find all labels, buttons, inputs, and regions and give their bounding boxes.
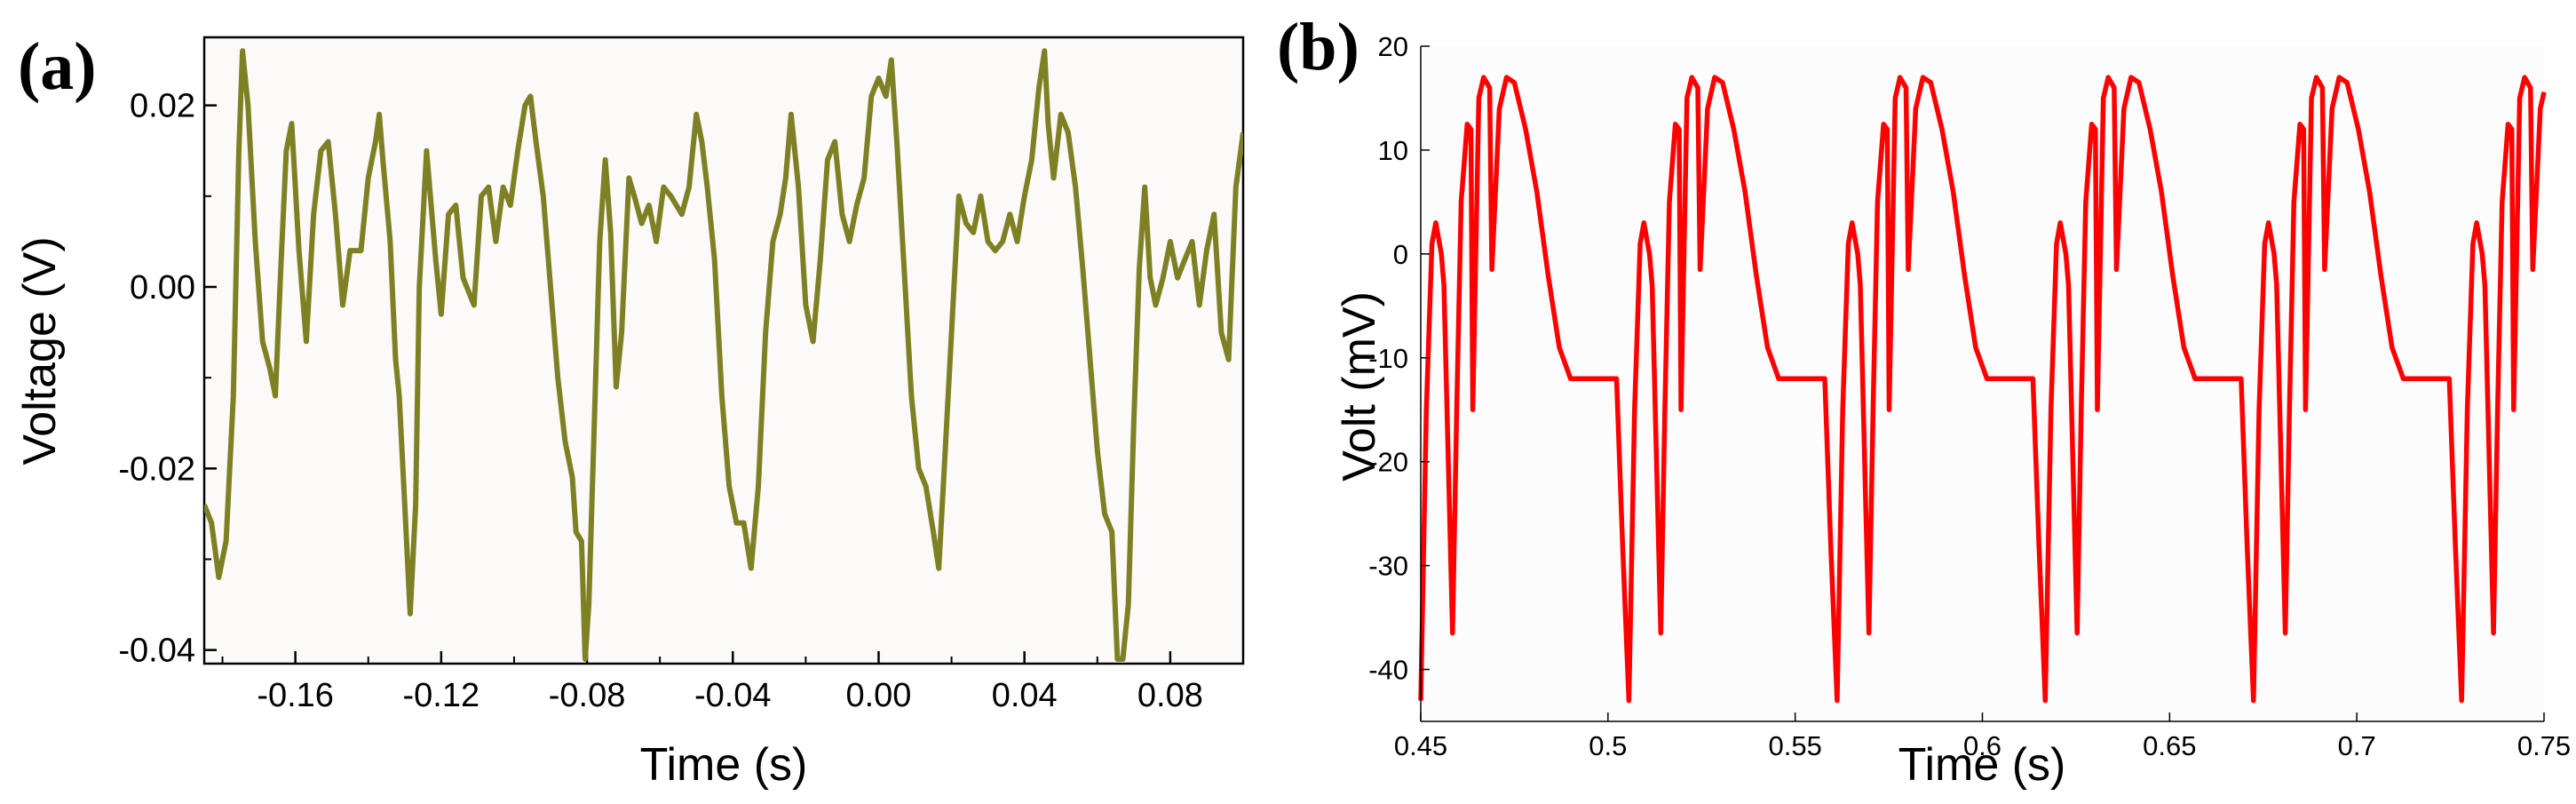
x-tick-label-a: 0.00 <box>845 677 911 714</box>
y-tick-label-b: 10 <box>1378 135 1408 166</box>
series-a <box>204 48 1243 662</box>
panel-label-a: (a) <box>18 29 97 104</box>
x-tick-label-b: 0.65 <box>2143 730 2196 761</box>
x-tick-label-b: 0.75 <box>2517 730 2571 761</box>
y-tick-label-b: -30 <box>1368 551 1408 582</box>
panel-a: -0.16 -0.12 -0.08 -0.04 0.00 0.04 0.08 -0.04 -0.… <box>14 29 1245 791</box>
series-line-volt <box>1418 75 2547 704</box>
y-tick-label-b: -40 <box>1368 655 1408 686</box>
panel-b: 0.45 0.5 0.55 0.6 0.65 0.7 0.75 -40 -30 -20 -10 0 10… <box>1277 10 2571 791</box>
x-tick-label-b: 0.6 <box>1963 730 2001 761</box>
x-tick-label-a: 0.08 <box>1137 677 1203 714</box>
x-tick-label-b: 0.45 <box>1394 730 1447 761</box>
y-tick-label-b: 0 <box>1393 239 1408 270</box>
panel-label-b: (b) <box>1277 10 1359 84</box>
y-tick-label-b: -10 <box>1368 343 1408 374</box>
axis-ticks-a <box>204 104 1244 664</box>
y-tick-label-a: -0.04 <box>118 633 195 670</box>
plot-background-b <box>1421 46 2544 721</box>
y-tick-label-a: -0.02 <box>118 450 195 488</box>
y-tick-label-b: 20 <box>1378 31 1408 62</box>
y-axis-title-b: Volt (mV) <box>1334 291 1385 482</box>
x-tick-label-a: 0.04 <box>992 677 1058 714</box>
x-tick-label-b: 0.5 <box>1589 730 1627 761</box>
x-tick-label-a: -0.04 <box>694 677 772 714</box>
tick-labels-a: -0.16 -0.12 -0.08 -0.04 0.00 0.04 0.08 -0.04 -0.… <box>118 88 1203 714</box>
series-b <box>1418 75 2547 704</box>
y-tick-label-b: -20 <box>1368 447 1408 478</box>
series-line-voltage <box>204 48 1243 662</box>
x-tick-label-a: -0.08 <box>549 677 626 714</box>
y-tick-label-a: 0.02 <box>130 88 195 125</box>
axis-ticks-b <box>1420 45 2545 722</box>
y-axis-title-a: Voltage (V) <box>14 236 66 465</box>
x-axis-title-a: Time (s) <box>640 739 808 791</box>
x-axis-title-b: Time (s) <box>1898 739 2066 791</box>
x-tick-label-a: -0.16 <box>257 677 334 714</box>
tick-labels-b: 0.45 0.5 0.55 0.6 0.65 0.7 0.75 -40 -30 -20 -10 0 10… <box>1368 31 2571 761</box>
x-tick-label-a: -0.12 <box>403 677 480 714</box>
x-tick-label-b: 0.55 <box>1768 730 1821 761</box>
y-tick-label-a: 0.00 <box>130 269 195 306</box>
x-tick-label-b: 0.7 <box>2338 730 2376 761</box>
